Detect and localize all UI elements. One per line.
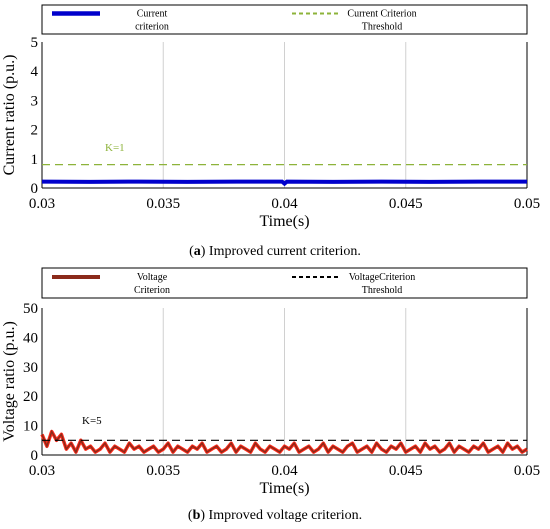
x-tick-label: 0.04 (271, 463, 298, 479)
annotation-k: K=5 (82, 415, 102, 427)
y-tick-label: 4 (31, 64, 39, 80)
series-line (41, 179, 527, 187)
x-tick-label: 0.03 (29, 196, 55, 212)
y-tick-label: 10 (23, 419, 38, 435)
legend-label-series-line2: criterion (135, 22, 169, 33)
y-tick-label: 50 (23, 301, 38, 317)
x-tick-label: 0.03 (29, 463, 55, 479)
y-tick-label: 5 (31, 35, 39, 51)
legend-label-threshold-line1: VoltageCriterion (349, 272, 415, 283)
x-tick-label: 0.04 (271, 196, 298, 212)
y-axis-label: Voltage ratio (p.u.) (1, 321, 18, 442)
annotation-k: K=1 (105, 142, 125, 154)
series-line (41, 429, 528, 454)
legend-box-a (41, 4, 528, 35)
y-axis-label: Current ratio (p.u.) (1, 55, 18, 176)
y-tick-label: 30 (23, 360, 38, 376)
x-tick-label: 0.05 (514, 196, 540, 212)
legend-box-b (41, 267, 528, 299)
legend-label-threshold-line2: Threshold (362, 22, 403, 33)
caption-b: (b) Improved voltage criterion. (187, 508, 363, 523)
caption-a: (a) Improved current criterion. (189, 244, 361, 259)
x-tick-label: 0.05 (514, 463, 540, 479)
x-axis-label: Time(s) (259, 480, 309, 497)
x-axis-label: Time(s) (259, 213, 309, 230)
legend-label-series-line1: Voltage (137, 272, 168, 283)
x-tick-label: 0.035 (146, 463, 180, 479)
legend-label-threshold-line1: Current Criterion (347, 9, 416, 20)
x-tick-label: 0.045 (389, 196, 423, 212)
x-tick-label: 0.045 (389, 463, 423, 479)
legend-label-series-line1: Current (137, 9, 168, 20)
y-tick-label: 0 (31, 181, 39, 197)
y-tick-label: 2 (31, 123, 39, 139)
x-tick-label: 0.035 (146, 196, 180, 212)
legend-label-series-line2: Criterion (134, 285, 170, 296)
y-tick-label: 40 (23, 330, 38, 346)
y-tick-label: 1 (31, 152, 39, 168)
legend-label-threshold-line2: Threshold (362, 285, 403, 296)
y-tick-label: 3 (31, 93, 39, 109)
y-tick-label: 20 (23, 389, 38, 405)
y-tick-label: 0 (31, 448, 39, 464)
